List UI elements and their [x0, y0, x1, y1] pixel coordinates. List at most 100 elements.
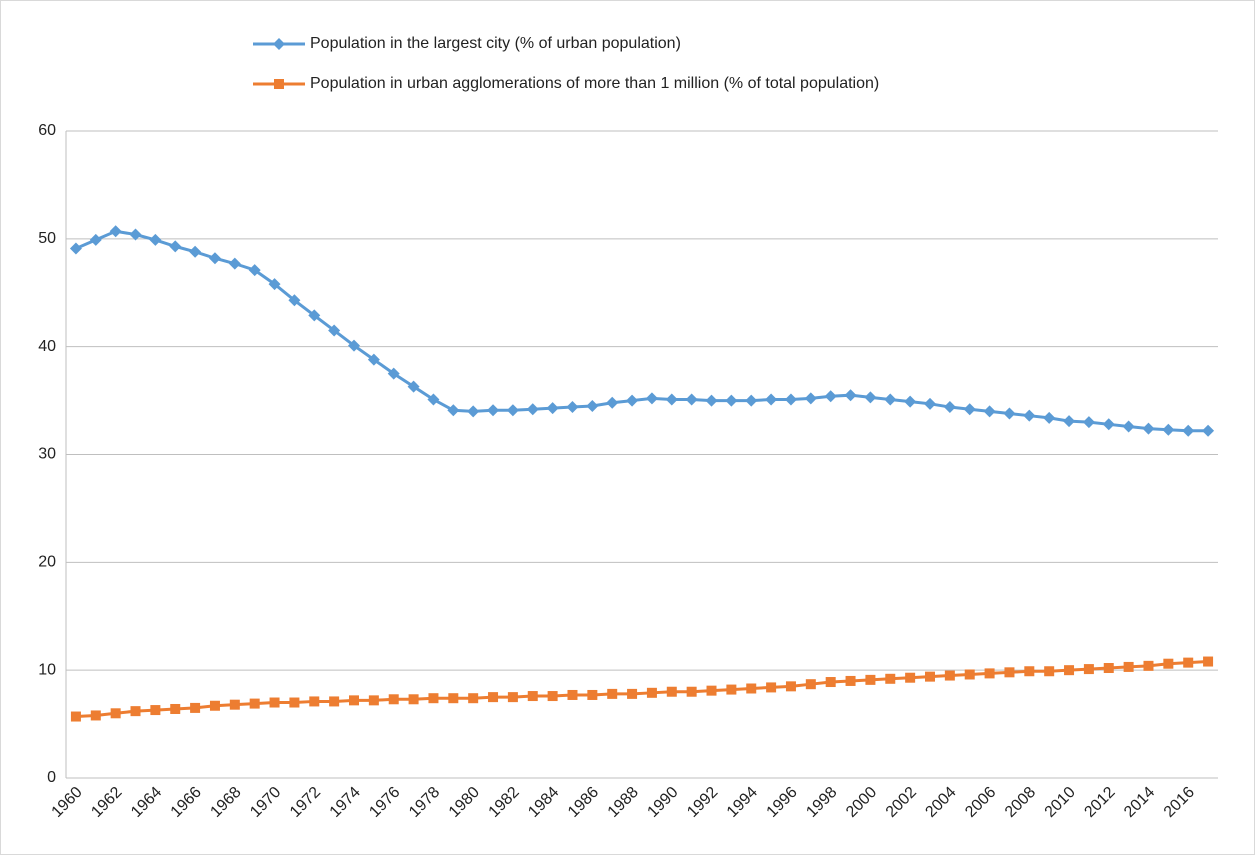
marker: [129, 228, 142, 241]
marker: [149, 233, 162, 246]
marker: [329, 696, 340, 707]
marker: [150, 705, 161, 716]
marker: [766, 682, 777, 693]
legend-marker: [273, 38, 285, 50]
marker: [367, 353, 380, 366]
marker: [70, 711, 81, 722]
marker: [885, 673, 896, 684]
marker: [725, 394, 738, 407]
marker: [845, 675, 856, 686]
marker: [884, 393, 897, 406]
marker: [686, 686, 697, 697]
marker: [586, 399, 599, 412]
y-tick-label: 50: [38, 230, 56, 247]
marker: [190, 702, 201, 713]
marker: [387, 367, 400, 380]
legend-marker: [274, 79, 284, 89]
marker: [943, 401, 956, 414]
marker: [785, 681, 796, 692]
marker: [269, 697, 280, 708]
marker: [428, 693, 439, 704]
marker: [765, 393, 778, 406]
marker: [547, 691, 558, 702]
marker: [1003, 407, 1016, 420]
y-tick-label: 40: [38, 338, 56, 355]
marker: [904, 395, 917, 408]
marker: [626, 394, 639, 407]
marker: [228, 257, 241, 270]
marker: [507, 692, 518, 703]
marker: [1082, 416, 1095, 429]
marker: [189, 245, 202, 258]
marker: [1004, 667, 1015, 678]
marker: [527, 691, 538, 702]
legend-label: Population in the largest city (% of urb…: [310, 35, 681, 52]
marker: [824, 390, 837, 403]
marker: [825, 677, 836, 688]
marker: [1183, 657, 1194, 668]
marker: [170, 703, 181, 714]
marker: [925, 671, 935, 682]
legend-label: Population in urban agglomerations of mo…: [310, 75, 879, 92]
marker: [506, 404, 519, 417]
marker: [964, 669, 975, 680]
marker: [448, 693, 459, 704]
marker: [130, 706, 141, 717]
marker: [229, 699, 240, 710]
marker: [90, 710, 101, 721]
marker: [805, 679, 816, 690]
marker: [309, 696, 320, 707]
y-tick-label: 60: [38, 122, 56, 139]
marker: [665, 393, 678, 406]
marker: [1123, 661, 1134, 672]
marker: [666, 686, 677, 697]
marker: [1044, 666, 1055, 677]
marker: [1103, 663, 1114, 674]
marker: [308, 309, 321, 322]
marker: [1043, 411, 1056, 424]
marker: [349, 695, 359, 706]
marker: [348, 339, 360, 352]
marker: [69, 242, 82, 255]
marker: [706, 685, 717, 696]
marker: [1163, 658, 1174, 669]
marker: [685, 393, 698, 406]
marker: [984, 668, 995, 679]
marker: [368, 695, 379, 706]
marker: [1143, 660, 1154, 671]
marker: [388, 694, 399, 705]
marker: [89, 233, 102, 246]
marker: [407, 380, 420, 393]
marker: [607, 688, 618, 699]
marker: [249, 698, 260, 709]
marker: [1023, 409, 1036, 422]
marker: [526, 403, 539, 416]
marker: [467, 405, 480, 418]
marker: [1202, 424, 1215, 437]
marker: [784, 393, 797, 406]
marker: [905, 672, 916, 683]
marker: [844, 389, 857, 402]
marker: [468, 693, 479, 704]
series-line: [75, 660, 1209, 719]
marker: [1203, 656, 1214, 667]
marker: [864, 391, 877, 404]
marker: [1102, 418, 1115, 431]
marker: [745, 394, 758, 407]
marker: [804, 392, 817, 405]
marker: [983, 405, 996, 418]
marker: [447, 404, 460, 417]
marker: [646, 687, 657, 698]
marker: [924, 397, 936, 410]
marker: [289, 697, 300, 708]
y-tick-label: 20: [38, 554, 56, 571]
marker: [546, 402, 559, 415]
marker: [268, 278, 281, 291]
marker: [169, 240, 182, 253]
marker: [865, 674, 876, 685]
marker: [487, 404, 500, 417]
marker: [1122, 420, 1135, 433]
marker: [208, 252, 221, 265]
